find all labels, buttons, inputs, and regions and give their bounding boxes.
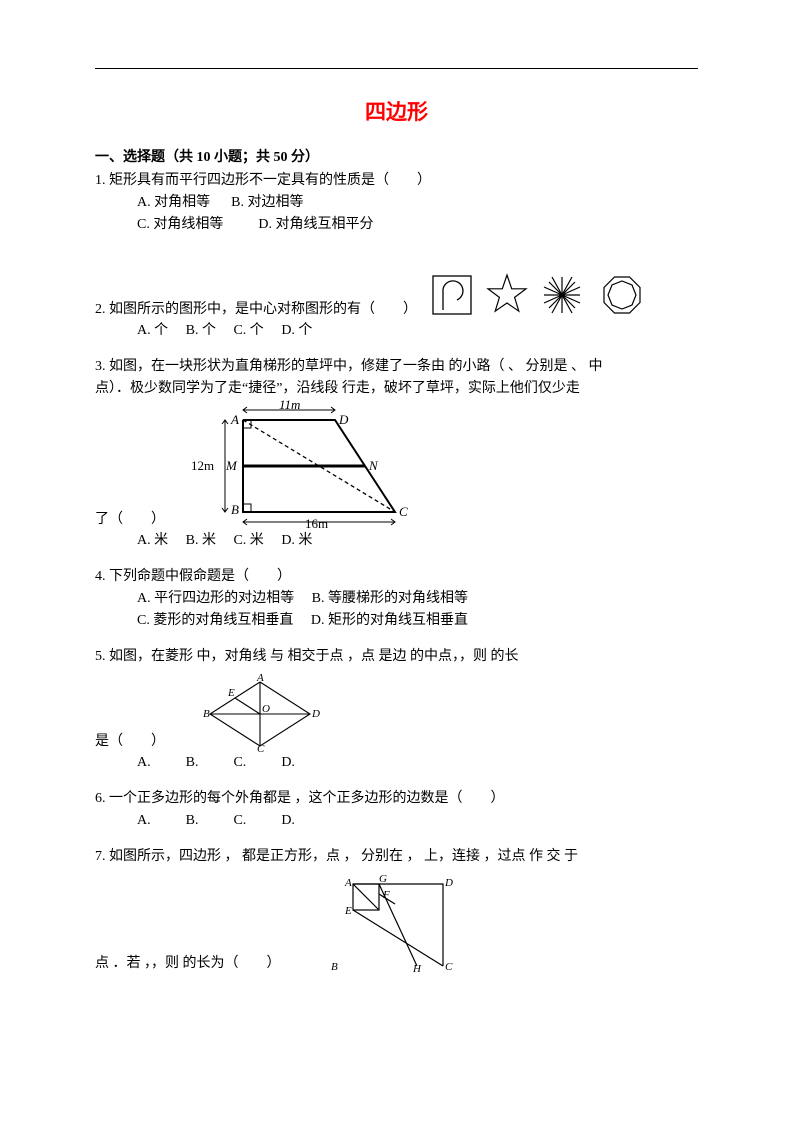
q5-optA: A. (137, 755, 154, 770)
q1-opts-line1: A. 对角相等 B. 对边相等 (95, 192, 698, 213)
q5-O: O (262, 703, 270, 715)
q5-tail: 是（ ） (95, 731, 200, 752)
q3-optC: C. 米 (233, 533, 263, 548)
q7-H: H (412, 963, 422, 974)
q4-optA: A. 平行四边形的对边相等 (137, 591, 294, 606)
q1-optB: B. 对边相等 (231, 195, 303, 210)
doc-title: 四边形 (95, 97, 698, 129)
q5-rhombus-svg: A B C D E O (200, 674, 320, 752)
q6-stem: 6. 一个正多边形的每个外角都是 ，这个正多边形的边数是（ ） (95, 788, 698, 809)
section-heading: 一、选择题（共 10 小题；共 50 分） (95, 147, 698, 168)
q7-figure-row: 点 ．若 ，，则 的长为（ ） A G D E F B H (95, 874, 698, 974)
q3-optD: D. 米 (281, 533, 312, 548)
q3-figure-row: 了（ ） (95, 400, 698, 530)
q3-lab-16m: 16m (305, 516, 328, 530)
q4-stem: 4. 下列命题中假命题是（ ） (95, 566, 698, 587)
q5-A: A (256, 674, 264, 684)
q4-optD: D. 矩形的对角线互相垂直 (311, 613, 468, 628)
q7-squares-svg: A G D E F B H C (325, 874, 465, 974)
q5-optD: D. (281, 755, 295, 770)
q3-tail: 了（ ） (95, 509, 185, 530)
q2-shapes-svg (427, 270, 647, 320)
q3-lab-D: D (338, 412, 349, 427)
q7-tail: 点 ．若 ，，则 的长为（ ） (95, 953, 325, 974)
page-content: 四边形 一、选择题（共 10 小题；共 50 分） 1. 矩形具有而平行四边形不… (95, 68, 698, 974)
q3-lab-N: N (368, 458, 379, 473)
q6-optC: C. (233, 813, 249, 828)
q2-opts: A. 个 B. 个 C. 个 D. 个 (95, 320, 698, 341)
q5-optC: C. (233, 755, 249, 770)
q6-opts: A. B. C. D. (95, 810, 698, 831)
q4-opts-line2: C. 菱形的对角线互相垂直 D. 矩形的对角线互相垂直 (95, 610, 698, 631)
q3-lab-B: B (231, 502, 239, 517)
q2-figures (427, 270, 647, 320)
q1-optC: C. 对角线相等 (137, 217, 223, 232)
q6-optB: B. (186, 813, 202, 828)
q1-opts-line2: C. 对角线相等 D. 对角线互相平分 (95, 214, 698, 235)
q4-opts-line1: A. 平行四边形的对边相等 B. 等腰梯形的对角线相等 (95, 588, 698, 609)
q3-lab-11m: 11m (279, 400, 300, 412)
q7-E: E (344, 905, 352, 917)
q2-optB: B. 个 (186, 323, 216, 338)
q5-D: D (311, 708, 320, 720)
q5-stem: 5. 如图，在菱形 中，对角线 与 相交于点 ，点 是边 的中点，，则 的长 (95, 646, 698, 667)
q3-optB: B. 米 (186, 533, 216, 548)
q1-optA: A. 对角相等 (137, 195, 210, 210)
q3-lab-A: A (230, 412, 239, 427)
q6-optA: A. (137, 813, 154, 828)
q6-optD: D. (281, 813, 295, 828)
q5-opts: A. B. C. D. (95, 752, 698, 773)
q2-stem: 2. 如图所示的图形中，是中心对称图形的有（ ） (95, 299, 417, 320)
q3-lab-M: M (225, 458, 238, 473)
q1-optD: D. 对角线互相平分 (258, 217, 373, 232)
q7-A: A (344, 877, 352, 889)
q7-F: F (382, 889, 390, 901)
q2-optC: C. 个 (233, 323, 263, 338)
q2-optD: D. 个 (281, 323, 312, 338)
q2-row: 2. 如图所示的图形中，是中心对称图形的有（ ） (95, 270, 698, 320)
q3-optA: A. 米 (137, 533, 168, 548)
q7-D: D (444, 877, 453, 889)
q3-lab-C: C (399, 504, 408, 519)
q3-stem2: 点）．极少数同学为了走“捷径”，沿线段 行走，破坏了草坪，实际上他们仅少走 (95, 378, 698, 399)
q4-optC: C. 菱形的对角线互相垂直 (137, 613, 293, 628)
q7-G: G (379, 874, 387, 885)
q5-E: E (227, 687, 235, 699)
q7-stem: 7. 如图所示，四边形 ， 都是正方形，点 ， 分别在 ， 上，连接 ，过点 作… (95, 846, 698, 867)
q1-stem: 1. 矩形具有而平行四边形不一定具有的性质是（ ） (95, 170, 698, 191)
q3-stem1: 3. 如图，在一块形状为直角梯形的草坪中，修建了一条由 的小路（ 、 分别是 、… (95, 356, 698, 377)
q3-trapezoid-svg: 11m 12m 16m A D M N B C (185, 400, 425, 530)
q5-figure-row: 是（ ） A B C D E O (95, 674, 698, 752)
q5-optB: B. (186, 755, 202, 770)
q3-opts: A. 米 B. 米 C. 米 D. 米 (95, 530, 698, 551)
q5-C: C (257, 743, 265, 752)
q7-B: B (331, 961, 338, 973)
q7-C: C (445, 961, 453, 973)
q3-lab-12m: 12m (191, 458, 214, 473)
q4-optB: B. 等腰梯形的对角线相等 (312, 591, 468, 606)
q5-B: B (203, 708, 210, 720)
q2-optA: A. 个 (137, 323, 168, 338)
